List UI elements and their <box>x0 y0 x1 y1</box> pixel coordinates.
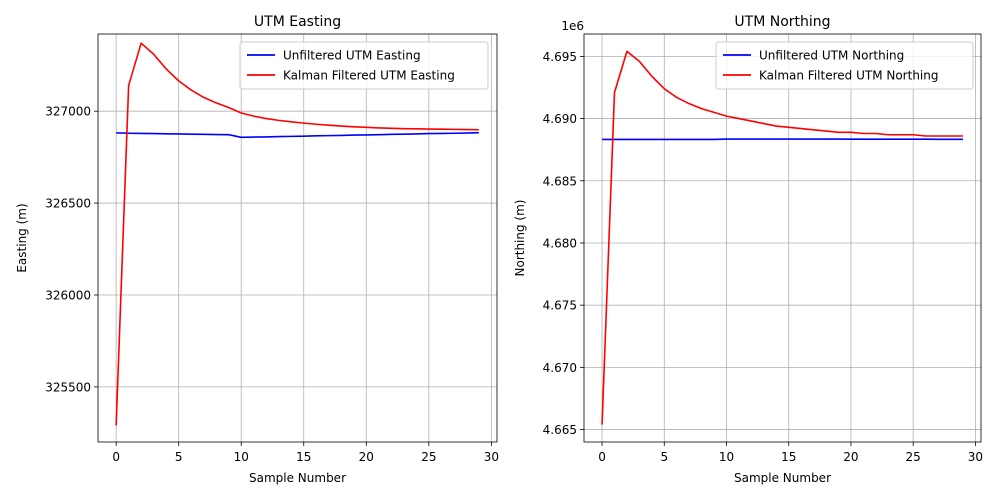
x-axis-label: Sample Number <box>734 471 831 485</box>
x-tick-label: 20 <box>359 450 374 464</box>
series-line-1 <box>116 131 479 139</box>
chart-title: UTM Northing <box>734 14 830 30</box>
y-tick-label: 326500 <box>45 197 91 211</box>
legend-label: Unfiltered UTM Easting <box>283 49 421 63</box>
y-tick-label: 4.680 <box>543 236 577 250</box>
y-tick-label: 4.695 <box>543 50 577 64</box>
y-tick-label: 326000 <box>45 288 91 302</box>
subplot-2: 0 5 10 15 20 25 30 4.665 4.670 4.675 4.680 4.685 4.6… <box>513 14 983 485</box>
y-tick-label: 4.665 <box>543 423 577 437</box>
x-tick-label: 20 <box>843 450 858 464</box>
y-axis-label: Easting (m) <box>15 203 29 272</box>
x-tick-label: 5 <box>175 450 183 464</box>
y-tick-label: 4.675 <box>543 299 577 313</box>
axes-frame <box>583 33 982 443</box>
series-line-2 <box>115 42 479 426</box>
x-axis-label: Sample Number <box>249 471 346 485</box>
y-tick-label: 4.685 <box>543 174 577 188</box>
legend-label: Unfiltered UTM Northing <box>759 49 904 63</box>
legend-label: Kalman Filtered UTM Northing <box>759 69 938 83</box>
legend: Unfiltered UTM Northing Kalman Filtered U… <box>715 41 974 90</box>
x-tick-label: 0 <box>598 450 606 464</box>
y-axis-label: Northing (m) <box>513 200 527 277</box>
x-tick-label: 25 <box>421 450 436 464</box>
subplot-1: 0 5 10 15 20 25 30 325500 326000 326500 327000 UTM … <box>15 14 499 485</box>
y-tick-label: 325500 <box>45 380 91 394</box>
y-tick-label: 327000 <box>45 105 91 119</box>
series-line-2 <box>601 50 963 425</box>
x-tick-label: 30 <box>484 450 499 464</box>
x-tick-label: 30 <box>968 450 983 464</box>
chart-title: UTM Easting <box>254 14 341 30</box>
x-tick-label: 10 <box>234 450 249 464</box>
legend-box <box>715 41 974 90</box>
y-offset-text: 1e6 <box>561 19 584 33</box>
x-tick-label: 5 <box>660 450 668 464</box>
x-tick-label: 15 <box>296 450 311 464</box>
x-tick-label: 15 <box>781 450 796 464</box>
legend: Unfiltered UTM Easting Kalman Filtered UT… <box>239 41 489 90</box>
legend-box <box>239 41 489 90</box>
y-tick-label: 4.670 <box>543 361 577 375</box>
axes-frame <box>97 33 498 443</box>
x-tick-label: 25 <box>906 450 921 464</box>
legend-label: Kalman Filtered UTM Easting <box>283 69 455 83</box>
x-tick-label: 0 <box>112 450 120 464</box>
y-tick-label: 4.690 <box>543 112 577 126</box>
x-tick-label: 10 <box>719 450 734 464</box>
